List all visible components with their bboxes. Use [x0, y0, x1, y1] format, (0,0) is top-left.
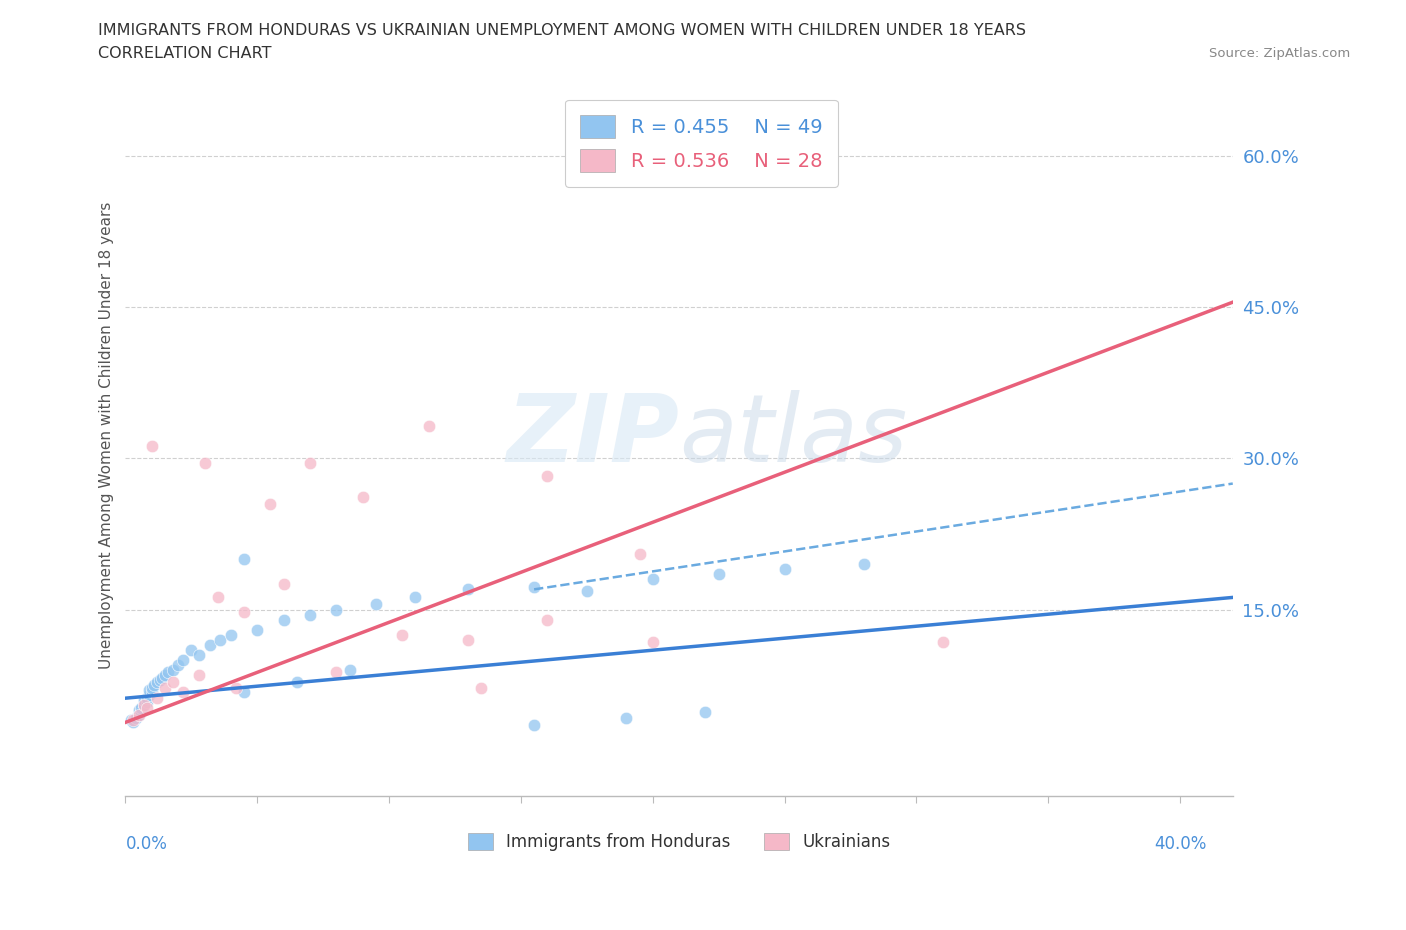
- Point: [128, 708, 150, 723]
- Point: [120, 713, 142, 728]
- Point: [773, 562, 796, 577]
- Point: [325, 602, 347, 617]
- Point: [141, 681, 163, 696]
- Point: [695, 705, 717, 720]
- Point: [405, 590, 427, 604]
- Point: [418, 418, 440, 433]
- Point: [188, 647, 211, 662]
- Point: [132, 693, 155, 708]
- Point: [364, 597, 387, 612]
- Point: [128, 708, 150, 723]
- Point: [616, 711, 638, 725]
- Point: [153, 668, 176, 683]
- Point: [233, 684, 256, 699]
- Point: [198, 637, 221, 652]
- Point: [141, 684, 163, 699]
- Legend: Immigrants from Honduras, Ukrainians: Immigrants from Honduras, Ukrainians: [460, 825, 898, 859]
- Point: [172, 653, 194, 668]
- Point: [188, 668, 211, 683]
- Point: [122, 713, 145, 728]
- Point: [628, 547, 651, 562]
- Text: IMMIGRANTS FROM HONDURAS VS UKRAINIAN UNEMPLOYMENT AMONG WOMEN WITH CHILDREN UND: IMMIGRANTS FROM HONDURAS VS UKRAINIAN UN…: [98, 23, 1026, 38]
- Point: [575, 584, 598, 599]
- Point: [536, 469, 558, 484]
- Point: [707, 566, 730, 581]
- Point: [457, 632, 479, 647]
- Text: 0.0%: 0.0%: [125, 835, 167, 853]
- Point: [135, 701, 157, 716]
- Point: [339, 662, 361, 677]
- Text: atlas: atlas: [679, 391, 907, 481]
- Point: [193, 456, 215, 471]
- Point: [156, 665, 179, 680]
- Point: [138, 687, 160, 702]
- Point: [523, 580, 546, 595]
- Point: [219, 627, 242, 642]
- Point: [207, 590, 229, 604]
- Point: [273, 612, 295, 627]
- Point: [122, 715, 145, 730]
- Point: [149, 672, 172, 687]
- Point: [852, 557, 875, 572]
- Text: 40.0%: 40.0%: [1154, 835, 1206, 853]
- Point: [129, 701, 152, 716]
- Point: [457, 582, 479, 597]
- Point: [162, 674, 184, 689]
- Point: [146, 674, 169, 689]
- Point: [209, 632, 232, 647]
- Point: [141, 439, 163, 454]
- Point: [146, 691, 169, 706]
- Point: [233, 604, 256, 619]
- Point: [932, 634, 955, 649]
- Point: [128, 703, 150, 718]
- Point: [259, 497, 281, 512]
- Point: [150, 671, 173, 685]
- Point: [325, 665, 347, 680]
- Point: [180, 643, 202, 658]
- Point: [470, 681, 492, 696]
- Point: [135, 695, 157, 710]
- Point: [153, 681, 176, 696]
- Text: ZIP: ZIP: [506, 390, 679, 482]
- Y-axis label: Unemployment Among Women with Children Under 18 years: Unemployment Among Women with Children U…: [100, 202, 114, 670]
- Point: [391, 627, 413, 642]
- Point: [132, 698, 155, 712]
- Text: Source: ZipAtlas.com: Source: ZipAtlas.com: [1209, 46, 1350, 60]
- Point: [246, 622, 269, 637]
- Point: [536, 612, 558, 627]
- Point: [352, 489, 374, 504]
- Point: [129, 705, 152, 720]
- Point: [641, 634, 664, 649]
- Point: [135, 691, 157, 706]
- Point: [143, 678, 166, 693]
- Point: [125, 711, 148, 725]
- Point: [225, 681, 247, 696]
- Point: [523, 718, 546, 733]
- Point: [167, 658, 190, 672]
- Point: [273, 577, 295, 591]
- Text: CORRELATION CHART: CORRELATION CHART: [98, 46, 271, 61]
- Point: [138, 683, 160, 698]
- Point: [172, 684, 194, 699]
- Point: [641, 572, 664, 587]
- Point: [298, 456, 321, 471]
- Point: [285, 674, 308, 689]
- Point: [132, 698, 155, 712]
- Point: [233, 551, 256, 566]
- Point: [298, 607, 321, 622]
- Point: [162, 662, 184, 677]
